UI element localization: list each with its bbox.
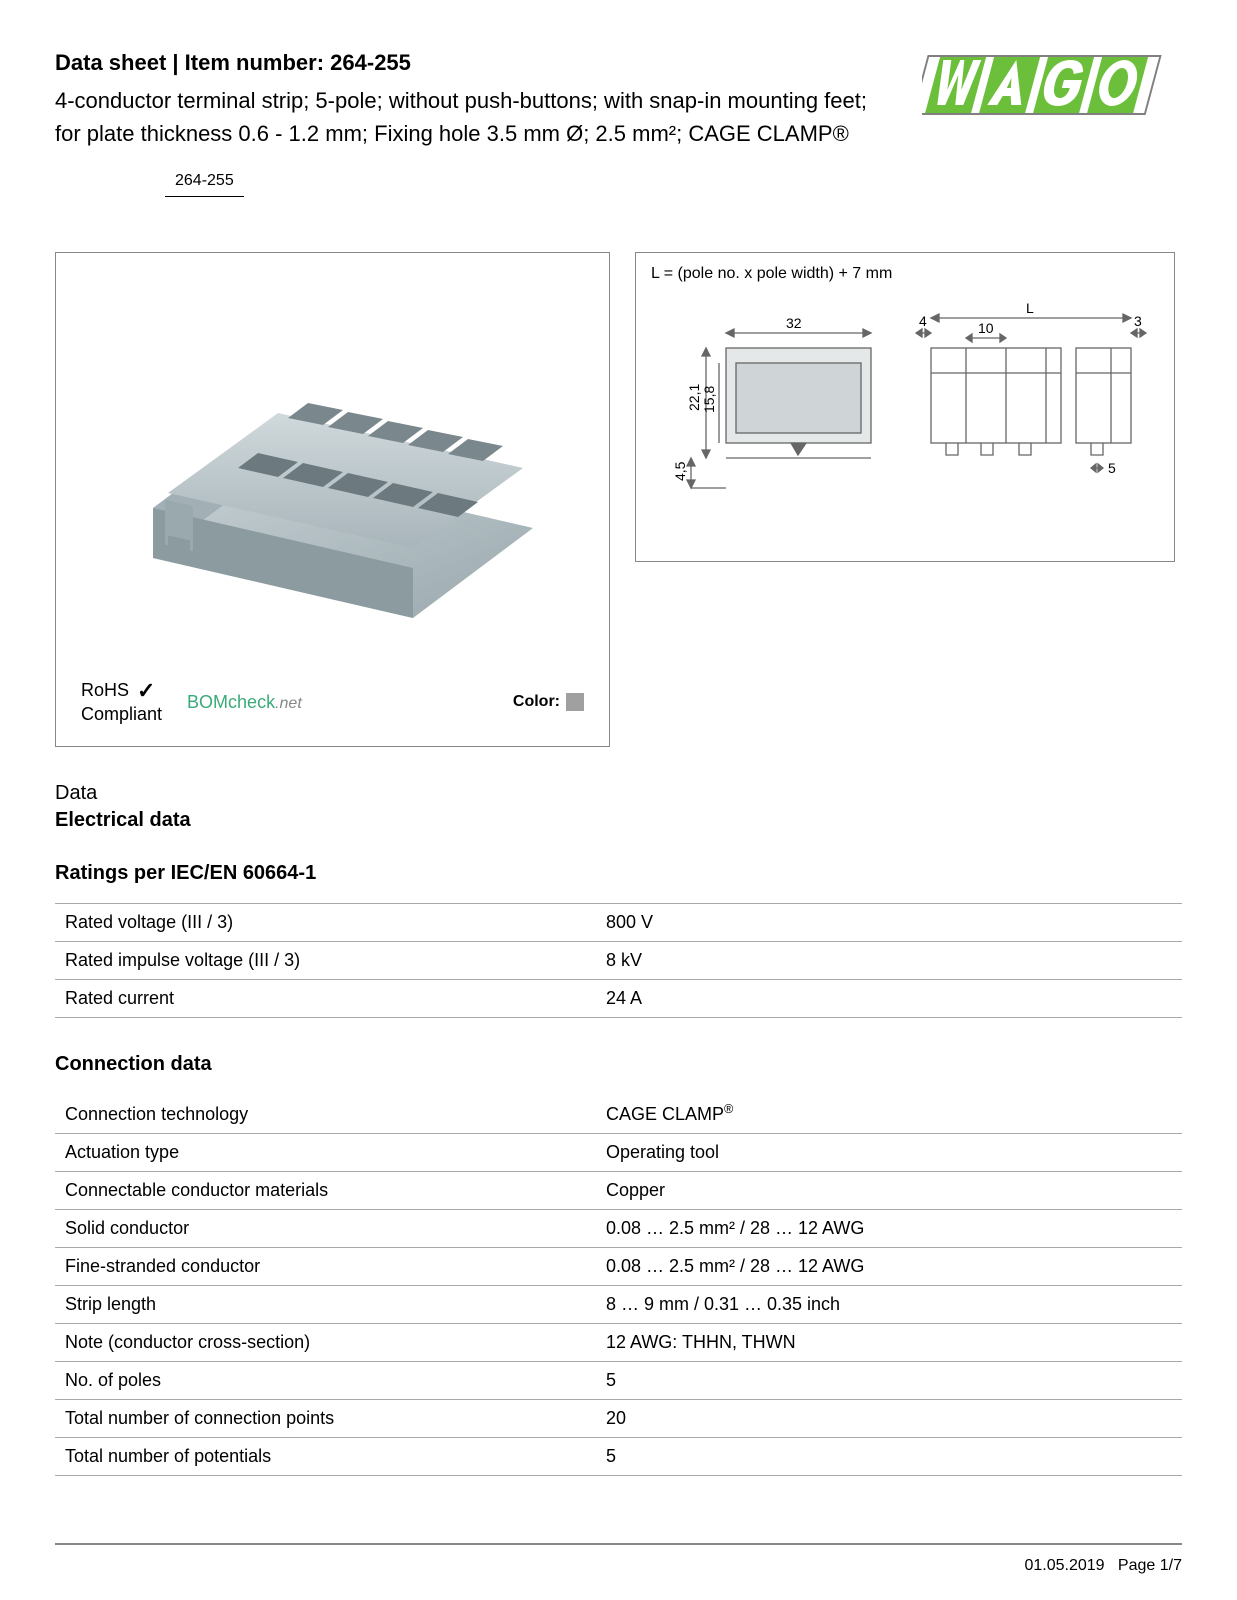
wago-logo	[922, 50, 1182, 125]
table-cell-value: 8 kV	[596, 942, 1182, 980]
dim-3: 3	[1134, 313, 1142, 329]
table-cell-value: 800 V	[596, 904, 1182, 942]
dim-4-5: 4,5	[672, 461, 688, 481]
title-prefix: Data sheet	[55, 50, 166, 75]
images-row: RoHS ✓ Compliant BOMcheck.net Color: L =…	[55, 252, 1182, 747]
table-cell-label: Total number of potentials	[55, 1438, 596, 1476]
header-text: Data sheet | Item number: 264-255 4-cond…	[55, 50, 882, 197]
table-cell-value: 20	[596, 1400, 1182, 1438]
product-image-panel: RoHS ✓ Compliant BOMcheck.net Color:	[55, 252, 610, 747]
table-cell-label: Note (conductor cross-section)	[55, 1324, 596, 1362]
dim-4: 4	[919, 313, 927, 329]
item-number: 264-255	[330, 50, 411, 75]
connection-table: Connection technologyCAGE CLAMP®Actuatio…	[55, 1094, 1182, 1476]
product-description: 4-conductor terminal strip; 5-pole; with…	[55, 84, 882, 150]
rohs-compliant-label: Compliant	[81, 704, 162, 726]
header-row: Data sheet | Item number: 264-255 4-cond…	[55, 50, 1182, 197]
footer-rule	[55, 1543, 1182, 1545]
dim-5: 5	[1108, 460, 1116, 476]
bomcheck-suffix: .net	[275, 695, 302, 712]
rohs-label: RoHS	[81, 680, 129, 702]
dimension-diagram-panel: L = (pole no. x pole width) + 7 mm 32	[635, 252, 1175, 562]
color-swatch	[566, 693, 584, 711]
color-label-text: Color:	[513, 693, 560, 711]
table-row: Note (conductor cross-section)12 AWG: TH…	[55, 1324, 1182, 1362]
table-row: Rated voltage (III / 3)800 V	[55, 904, 1182, 942]
table-cell-label: Connection technology	[55, 1094, 596, 1134]
dimension-diagram: 32 22,1 15,8 4,5	[651, 293, 1156, 548]
table-row: Connectable conductor materialsCopper	[55, 1172, 1182, 1210]
table-cell-value: 5	[596, 1362, 1182, 1400]
table-row: Total number of connection points20	[55, 1400, 1182, 1438]
table-cell-label: Fine-stranded conductor	[55, 1248, 596, 1286]
table-row: Total number of potentials5	[55, 1438, 1182, 1476]
dim-22-1: 22,1	[686, 384, 702, 411]
dim-32: 32	[786, 315, 802, 331]
ratings-table: Rated voltage (III / 3)800 VRated impuls…	[55, 903, 1182, 1018]
footer-page-label: Page	[1118, 1557, 1155, 1574]
table-cell-value: 0.08 … 2.5 mm² / 28 … 12 AWG	[596, 1210, 1182, 1248]
table-row: No. of poles5	[55, 1362, 1182, 1400]
diagram-caption: L = (pole no. x pole width) + 7 mm	[651, 265, 1159, 283]
ratings-heading: Ratings per IEC/EN 60664-1	[55, 862, 1182, 885]
product-render	[81, 278, 584, 668]
dim-15-8: 15,8	[701, 386, 717, 413]
table-row: Fine-stranded conductor0.08 … 2.5 mm² / …	[55, 1248, 1182, 1286]
table-row: Rated current24 A	[55, 980, 1182, 1018]
table-cell-value: 24 A	[596, 980, 1182, 1018]
table-cell-label: Total number of connection points	[55, 1400, 596, 1438]
table-cell-label: No. of poles	[55, 1362, 596, 1400]
table-cell-label: Actuation type	[55, 1134, 596, 1172]
bomcheck-badge: BOMcheck.net	[187, 692, 302, 713]
table-cell-label: Connectable conductor materials	[55, 1172, 596, 1210]
table-cell-value: Operating tool	[596, 1134, 1182, 1172]
footer-text: 01.05.2019 Page 1/7	[1025, 1557, 1183, 1575]
footer-page: 1/7	[1160, 1557, 1182, 1574]
badge-row: RoHS ✓ Compliant BOMcheck.net Color:	[81, 678, 584, 726]
table-row: Strip length8 … 9 mm / 0.31 … 0.35 inch	[55, 1286, 1182, 1324]
table-cell-value: CAGE CLAMP®	[596, 1094, 1182, 1134]
table-cell-value: 12 AWG: THHN, THWN	[596, 1324, 1182, 1362]
color-indicator: Color:	[513, 693, 584, 711]
table-cell-value: 5	[596, 1438, 1182, 1476]
table-cell-label: Strip length	[55, 1286, 596, 1324]
rohs-badge: RoHS ✓ Compliant	[81, 678, 162, 726]
table-cell-label: Rated impulse voltage (III / 3)	[55, 942, 596, 980]
item-number-badge: 264-255	[165, 170, 244, 197]
check-icon: ✓	[137, 678, 155, 704]
table-cell-label: Rated voltage (III / 3)	[55, 904, 596, 942]
table-row: Solid conductor0.08 … 2.5 mm² / 28 … 12 …	[55, 1210, 1182, 1248]
page-title: Data sheet | Item number: 264-255	[55, 50, 882, 76]
data-section-label: Data	[55, 782, 1182, 805]
table-cell-label: Rated current	[55, 980, 596, 1018]
dim-L: L	[1026, 300, 1034, 316]
table-row: Rated impulse voltage (III / 3)8 kV	[55, 942, 1182, 980]
connection-heading: Connection data	[55, 1053, 1182, 1076]
dim-10: 10	[978, 320, 994, 336]
table-cell-value: 8 … 9 mm / 0.31 … 0.35 inch	[596, 1286, 1182, 1324]
table-cell-value: Copper	[596, 1172, 1182, 1210]
item-number-label: Item number:	[185, 50, 324, 75]
electrical-data-heading: Electrical data	[55, 809, 1182, 832]
table-row: Actuation typeOperating tool	[55, 1134, 1182, 1172]
title-separator: |	[166, 50, 184, 75]
footer-date: 01.05.2019	[1025, 1557, 1105, 1574]
table-cell-label: Solid conductor	[55, 1210, 596, 1248]
table-cell-value: 0.08 … 2.5 mm² / 28 … 12 AWG	[596, 1248, 1182, 1286]
bomcheck-main: BOMcheck	[187, 692, 275, 712]
table-row: Connection technologyCAGE CLAMP®	[55, 1094, 1182, 1134]
